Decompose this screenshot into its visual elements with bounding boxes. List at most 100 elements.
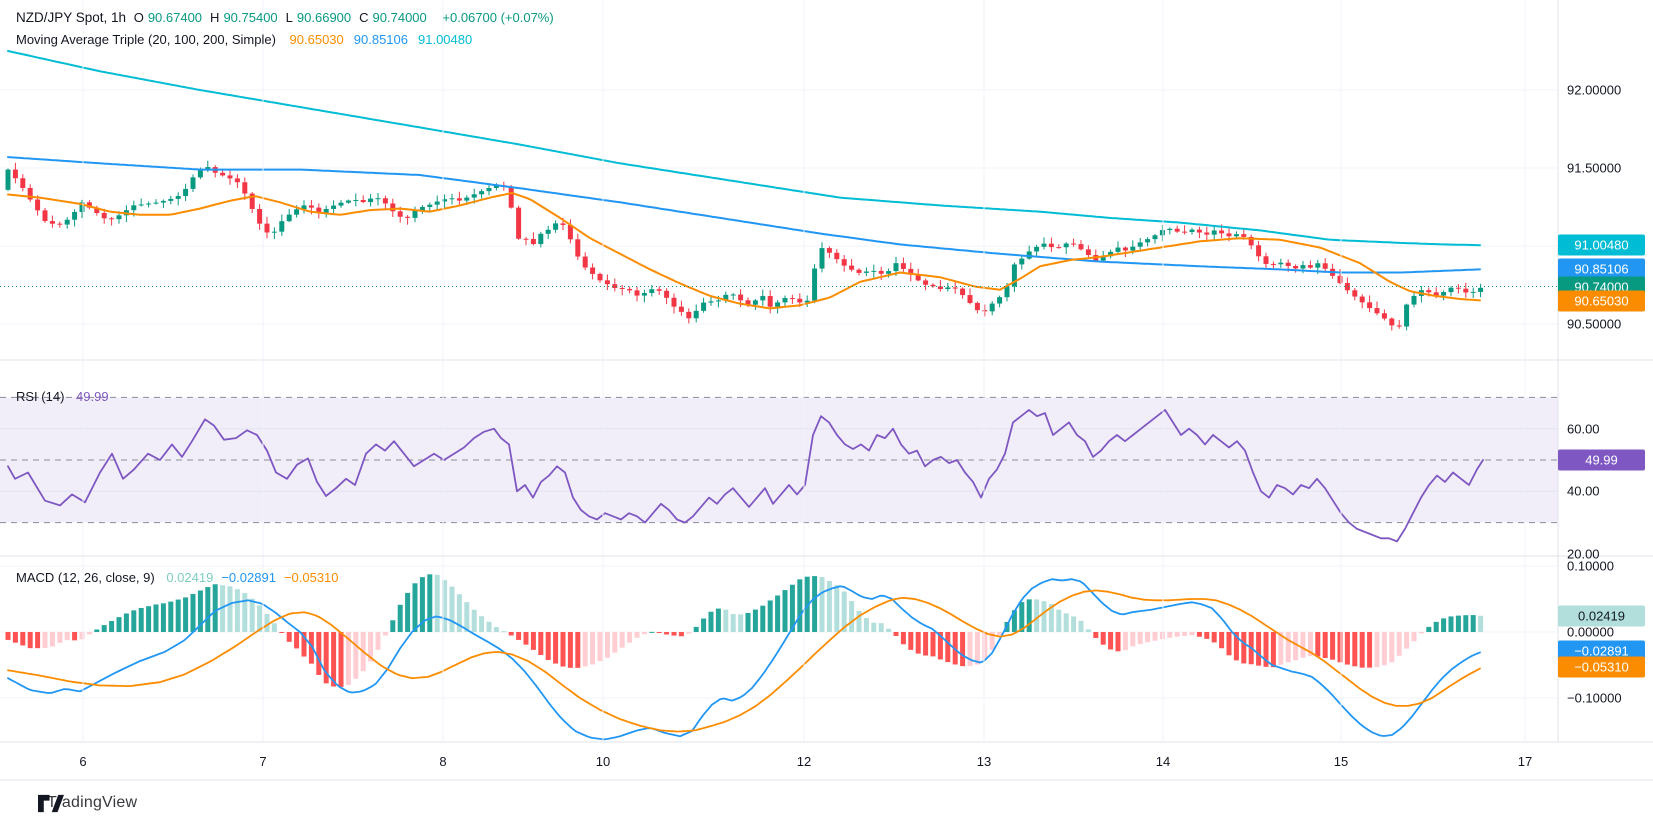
candle	[264, 223, 270, 233]
candle	[789, 298, 795, 300]
macd-histogram-bar	[1011, 610, 1017, 632]
candle	[1063, 243, 1069, 248]
candle	[271, 231, 277, 233]
candle	[708, 301, 714, 303]
macd-value: −0.02891	[221, 570, 276, 585]
macd-histogram-bar	[575, 632, 581, 668]
candle	[523, 238, 529, 240]
candle	[449, 198, 455, 200]
ma-legend-row[interactable]: Moving Average Triple (20, 100, 200, Sim…	[16, 32, 480, 47]
price-badge: 91.00480	[1558, 234, 1645, 256]
macd-histogram-bar	[678, 632, 684, 637]
macd-histogram-bar	[486, 621, 492, 632]
candle	[1071, 243, 1077, 245]
candle	[397, 211, 403, 217]
macd-histogram-bar	[338, 632, 344, 687]
macd-histogram-bar	[123, 613, 129, 632]
macd-values: 0.02419 −0.02891 −0.05310	[158, 570, 338, 585]
candle	[937, 286, 943, 290]
candle	[886, 271, 892, 274]
macd-histogram-bar	[819, 577, 825, 632]
candle	[1470, 291, 1476, 293]
macd-histogram-bar	[286, 632, 292, 642]
macd-histogram-bar	[826, 580, 832, 632]
macd-histogram-bar	[279, 632, 285, 633]
axis-label: 91.50000	[1567, 160, 1622, 176]
rsi-legend-row[interactable]: RSI (14) 49.99	[16, 389, 109, 404]
rsi-indicator-value: 49.99	[76, 389, 109, 404]
candle	[1455, 287, 1461, 289]
candle	[301, 205, 307, 210]
macd-histogram-bar	[1034, 599, 1040, 632]
macd-histogram-bar	[294, 632, 300, 649]
candle	[1278, 262, 1284, 265]
candle	[434, 201, 440, 205]
candle	[1374, 308, 1380, 314]
macd-histogram-bar	[1174, 632, 1180, 637]
symbol-legend-row[interactable]: NZD/JPY Spot, 1h O 90.67400 H 90.75400 L 90.6…	[16, 10, 558, 25]
candle	[109, 218, 115, 220]
macd-pane	[0, 565, 1558, 741]
macd-histogram-bar	[1256, 632, 1262, 666]
macd-histogram-bar	[930, 632, 936, 657]
candle	[923, 280, 929, 285]
tradingview-logo[interactable]: TradingView	[38, 794, 137, 813]
candle	[479, 191, 485, 195]
candle	[1019, 258, 1025, 265]
macd-histogram-bar	[109, 621, 115, 632]
macd-histogram-bar	[738, 614, 744, 632]
candle	[153, 202, 159, 204]
tradingview-logo-icon	[38, 794, 64, 813]
ma-value: 90.85106	[353, 32, 408, 47]
macd-histogram-bar	[590, 632, 596, 665]
axis-label: 0.00000	[1567, 624, 1614, 640]
macd-histogram-bar	[345, 632, 351, 685]
macd-histogram-bar	[775, 595, 781, 632]
macd-histogram-bar	[183, 597, 189, 632]
candle	[1204, 232, 1210, 235]
macd-histogram-bar	[604, 632, 610, 658]
macd-histogram-bar	[1100, 632, 1106, 645]
candle	[1145, 239, 1151, 243]
macd-histogram-bar	[471, 609, 477, 632]
candle	[1108, 251, 1114, 257]
candle	[1041, 243, 1047, 247]
macd-histogram-bar	[331, 632, 337, 687]
candle	[234, 178, 240, 183]
change-value: +0.06700 (+0.07%)	[442, 10, 554, 25]
candle	[723, 294, 729, 301]
candle	[279, 221, 285, 232]
candle	[1056, 247, 1062, 249]
macd-histogram-bar	[1367, 632, 1373, 668]
macd-histogram-bar	[434, 574, 440, 632]
candle	[1307, 265, 1313, 268]
macd-histogram-bar	[301, 632, 307, 657]
candle	[1300, 265, 1306, 269]
candle	[419, 207, 425, 211]
macd-histogram-bar	[656, 632, 662, 633]
candle	[20, 178, 26, 188]
candle	[738, 294, 744, 301]
candle	[1078, 244, 1084, 250]
symbol-title: NZD/JPY Spot, 1h	[16, 10, 127, 25]
macd-legend-row[interactable]: MACD (12, 26, close, 9) 0.02419 −0.02891−…	[16, 570, 339, 585]
candle	[782, 298, 788, 303]
candle	[1441, 292, 1447, 296]
macd-histogram-bar	[1056, 609, 1062, 632]
macd-histogram-bar	[1374, 632, 1380, 668]
candle	[664, 290, 670, 298]
macd-histogram-bar	[368, 632, 374, 662]
candle	[1122, 247, 1128, 251]
candle	[86, 202, 92, 208]
macd-histogram-bar	[1041, 601, 1047, 632]
candle	[368, 198, 374, 203]
macd-histogram-bar	[257, 605, 263, 632]
candle	[493, 185, 499, 188]
candle	[967, 295, 973, 303]
candle	[930, 284, 936, 287]
macd-histogram-bar	[900, 632, 906, 645]
candle	[308, 205, 314, 208]
macd-histogram-bar	[1078, 620, 1084, 632]
